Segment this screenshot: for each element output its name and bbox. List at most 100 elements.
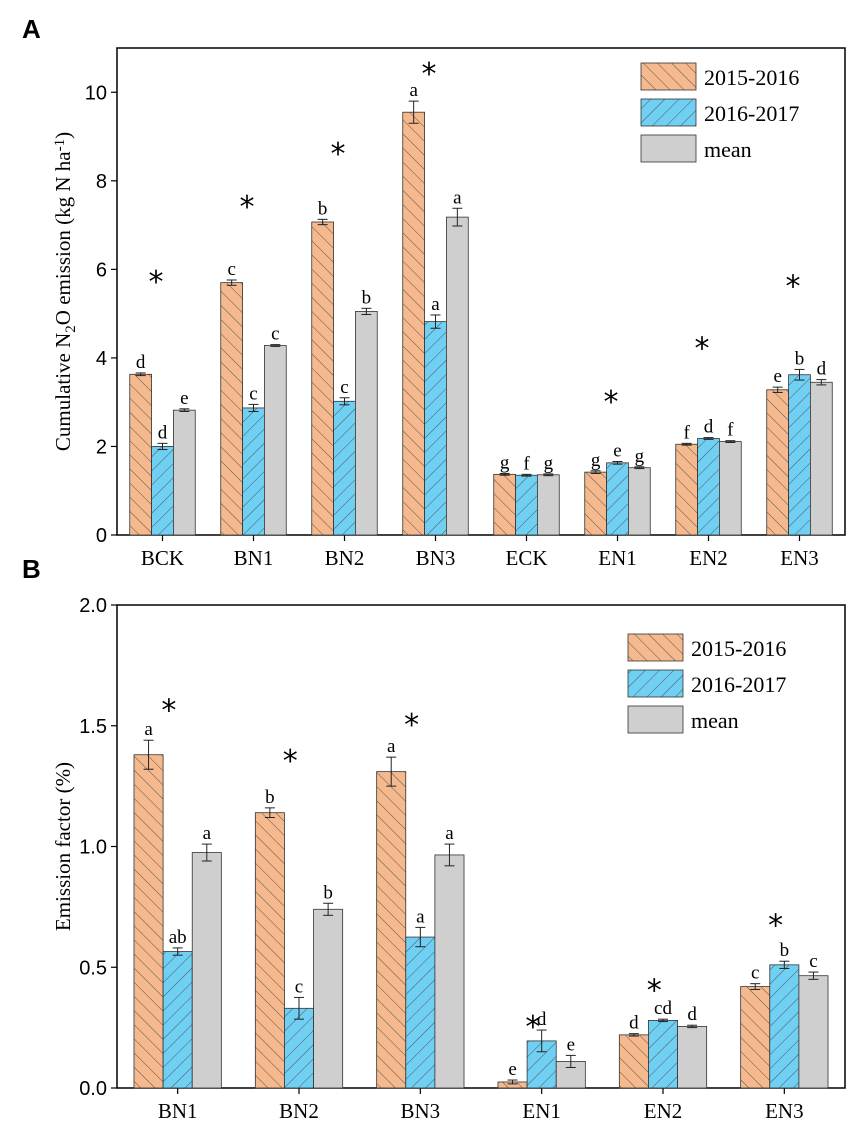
- significance-letter: d: [817, 359, 827, 380]
- bar: [311, 221, 334, 536]
- legend-label: mean: [691, 708, 739, 733]
- legend-swatch: [640, 98, 697, 127]
- significance-letter: b: [780, 940, 790, 961]
- x-tick-label: BN2: [325, 546, 365, 570]
- panel-letter: B: [22, 554, 41, 584]
- y-axis-label-part: ): [51, 132, 75, 139]
- bar: [740, 986, 771, 1089]
- y-tick-label: 0.5: [79, 957, 107, 979]
- bar: [675, 443, 698, 536]
- significance-letter: a: [144, 719, 153, 740]
- x-tick-label: BN3: [400, 1099, 440, 1123]
- significance-letter: d: [687, 1004, 697, 1025]
- bar: [424, 321, 447, 536]
- bar: [313, 908, 344, 1089]
- significance-letter: d: [158, 422, 168, 443]
- y-axis-label: Cumulative N2O emission (kg N ha-1): [51, 132, 79, 451]
- bar: [628, 467, 651, 536]
- significance-star: *: [603, 385, 618, 420]
- significance-letter: g: [635, 446, 645, 467]
- bar: [648, 1019, 678, 1089]
- significance-letter: e: [508, 1059, 516, 1080]
- legend-label: mean: [704, 137, 752, 162]
- y-axis-label-part: O emission (kg N ha: [51, 151, 75, 325]
- y-tick-label: 2: [96, 436, 107, 458]
- bar: [810, 381, 833, 536]
- y-tick-label: 1.5: [79, 716, 107, 738]
- significance-letter: b: [318, 198, 328, 219]
- x-tick-label: BN3: [416, 546, 456, 570]
- significance-letter: b: [323, 882, 333, 903]
- legend-swatch: [627, 633, 684, 662]
- x-tick-label: EN2: [689, 546, 728, 570]
- y-tick-label: 6: [96, 259, 107, 281]
- significance-letter: c: [295, 976, 303, 997]
- bar: [719, 441, 742, 536]
- bar: [798, 975, 829, 1089]
- x-tick-label: BCK: [141, 546, 184, 570]
- significance-letter: d: [537, 1009, 547, 1030]
- significance-letter: a: [431, 294, 440, 315]
- significance-letter: d: [629, 1013, 639, 1034]
- significance-letter: a: [409, 80, 418, 101]
- significance-letter: e: [567, 1034, 575, 1055]
- y-tick-label: 8: [96, 171, 107, 193]
- bar: [434, 854, 465, 1089]
- plot-frame: [116, 47, 846, 536]
- bar: [766, 389, 789, 536]
- bar: [129, 373, 152, 536]
- bar: [697, 438, 720, 536]
- bar: [254, 812, 285, 1089]
- y-tick-label: 0: [96, 525, 107, 547]
- bar: [405, 936, 436, 1089]
- significance-letter: cd: [654, 998, 672, 1019]
- significance-star: *: [330, 137, 345, 172]
- significance-letter: c: [809, 951, 817, 972]
- significance-letter: g: [500, 452, 510, 473]
- bar: [788, 374, 811, 536]
- significance-letter: ab: [169, 927, 187, 948]
- bar: [242, 407, 265, 536]
- bar: [284, 1007, 314, 1089]
- bar: [191, 852, 222, 1089]
- significance-star: *: [694, 332, 709, 367]
- y-tick-label: 10: [85, 82, 107, 104]
- x-tick-label: EN3: [765, 1099, 804, 1123]
- significance-letter: c: [340, 377, 348, 398]
- significance-star: *: [404, 708, 419, 743]
- legend-swatch: [627, 705, 684, 734]
- bar: [151, 446, 174, 536]
- legend-swatch: [640, 134, 697, 163]
- y-tick-label: 4: [96, 348, 107, 370]
- legend-swatch: [640, 62, 697, 91]
- legend-label: 2016-2017: [691, 672, 786, 697]
- x-tick-label: EN1: [522, 1099, 561, 1123]
- legend-label: 2016-2017: [704, 101, 799, 126]
- significance-star: *: [647, 974, 662, 1009]
- y-axis-label-part: -1: [52, 139, 68, 152]
- y-tick-label: 0.0: [79, 1078, 107, 1100]
- bar: [446, 216, 469, 536]
- significance-letter: g: [591, 450, 601, 471]
- significance-letter: d: [136, 352, 146, 373]
- significance-letter: a: [445, 823, 454, 844]
- x-tick-label: BN1: [234, 546, 274, 570]
- legend-swatch: [627, 669, 684, 698]
- significance-star: *: [525, 1010, 540, 1045]
- bar: [618, 1034, 649, 1089]
- significance-letter: a: [203, 823, 212, 844]
- y-axis-label-part: Cumulative N: [51, 333, 75, 451]
- significance-letter: c: [227, 259, 235, 280]
- significance-letter: a: [387, 736, 396, 757]
- significance-star: *: [768, 908, 783, 943]
- bar: [333, 400, 356, 536]
- panel-a: A 0 2 4 6 8 10 Cumulative N2O emission (kg N ha…: [22, 14, 846, 570]
- panel-letter: A: [22, 14, 41, 44]
- significance-letter: c: [249, 383, 257, 404]
- bar: [220, 282, 243, 536]
- significance-letter: e: [180, 388, 188, 409]
- bar: [537, 474, 560, 536]
- bar: [162, 951, 193, 1089]
- significance-letter: a: [416, 906, 425, 927]
